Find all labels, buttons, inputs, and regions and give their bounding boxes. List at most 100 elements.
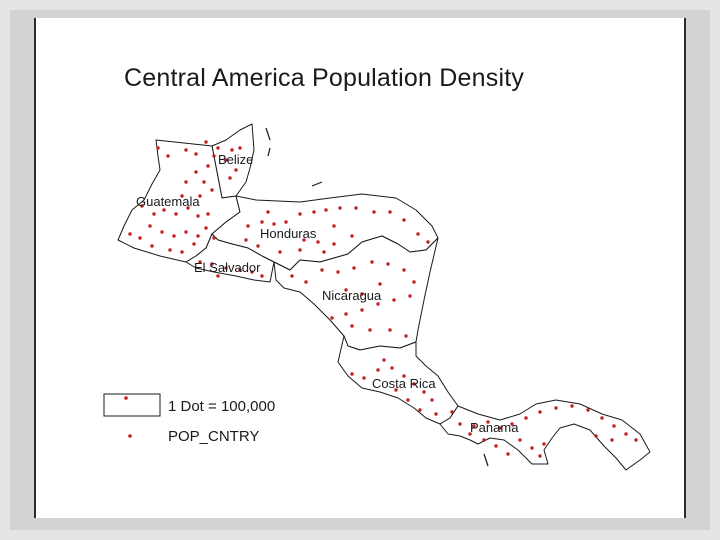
population-dot (322, 250, 326, 254)
population-dot (128, 232, 132, 236)
population-dot (378, 282, 382, 286)
population-dot (370, 260, 374, 264)
population-dot (538, 410, 542, 414)
map-title: Central America Population Density (124, 64, 525, 92)
population-dot (250, 270, 254, 274)
label-belize: Belize (218, 152, 253, 167)
population-dot (554, 406, 558, 410)
population-dot (344, 312, 348, 316)
population-dot (150, 244, 154, 248)
population-dot (408, 294, 412, 298)
population-dot (234, 168, 238, 172)
population-dot (360, 292, 364, 296)
population-dot (394, 388, 398, 392)
population-dot (524, 416, 528, 420)
country-nicaragua (273, 235, 439, 351)
population-dot (518, 438, 522, 442)
population-dot (412, 280, 416, 284)
population-dot (138, 236, 142, 240)
population-dot (486, 420, 490, 424)
population-dot (376, 302, 380, 306)
population-dot (192, 242, 196, 246)
population-dot (204, 140, 208, 144)
legend-polygon-swatch (103, 393, 161, 417)
population-dot (352, 266, 356, 270)
population-dot (312, 210, 316, 214)
legend-dot-swatch (128, 434, 132, 438)
population-dot (206, 164, 210, 168)
population-dot (344, 288, 348, 292)
population-dot (610, 438, 614, 442)
population-dot (402, 268, 406, 272)
population-dot (468, 432, 472, 436)
population-dot (184, 230, 188, 234)
population-dot (624, 432, 628, 436)
population-dot (184, 148, 188, 152)
population-dot (510, 422, 514, 426)
population-dot (332, 224, 336, 228)
population-dot (350, 234, 354, 238)
population-dot (256, 244, 260, 248)
population-dot (430, 398, 434, 402)
population-dot (338, 206, 342, 210)
population-dot (388, 328, 392, 332)
population-dot (494, 444, 498, 448)
population-dot (402, 218, 406, 222)
offshore-islands (265, 127, 489, 467)
population-dot (392, 298, 396, 302)
population-dot (206, 212, 210, 216)
population-dot (272, 222, 276, 226)
population-dot (202, 180, 206, 184)
population-dot (290, 274, 294, 278)
population-dot (174, 212, 178, 216)
population-dot (362, 376, 366, 380)
label-el-salvador: El Salvador (194, 260, 261, 275)
population-dot (266, 210, 270, 214)
country-labels: Belize Guatemala Honduras El Salvador Ni… (136, 152, 519, 435)
population-dot (238, 146, 242, 150)
population-dot (198, 194, 202, 198)
legend-polygon-label: 1 Dot = 100,000 (168, 398, 275, 415)
population-dot (278, 250, 282, 254)
population-dot (238, 268, 242, 272)
population-dot (230, 148, 234, 152)
population-dot (166, 154, 170, 158)
population-dot (152, 212, 156, 216)
population-dot (324, 208, 328, 212)
population-dot (168, 248, 172, 252)
population-dot (198, 260, 202, 264)
population-dot (586, 408, 590, 412)
population-dot (246, 224, 250, 228)
population-dot (458, 422, 462, 426)
population-dot (156, 146, 160, 150)
population-dot (186, 206, 190, 210)
population-dot (284, 220, 288, 224)
population-dot (180, 250, 184, 254)
population-dot (382, 358, 386, 362)
population-dot (330, 316, 334, 320)
population-dot (600, 416, 604, 420)
label-panama: Panama (470, 420, 519, 435)
population-dot (260, 274, 264, 278)
population-dot (594, 434, 598, 438)
population-dot (542, 442, 546, 446)
population-dot (224, 266, 228, 270)
population-dot (376, 368, 380, 372)
population-dot (194, 152, 198, 156)
population-dot (350, 372, 354, 376)
population-dot (210, 188, 214, 192)
population-dot (260, 220, 264, 224)
label-guatemala: Guatemala (136, 194, 200, 209)
population-dot (570, 404, 574, 408)
population-dot (298, 212, 302, 216)
population-dot (426, 240, 430, 244)
population-dot (172, 234, 176, 238)
legend-dot-label: POP_CNTRY (168, 428, 259, 445)
population-dot (412, 382, 416, 386)
population-dot (530, 446, 534, 450)
population-dot (304, 280, 308, 284)
population-dot (612, 424, 616, 428)
population-dot (196, 234, 200, 238)
label-honduras: Honduras (260, 226, 317, 241)
